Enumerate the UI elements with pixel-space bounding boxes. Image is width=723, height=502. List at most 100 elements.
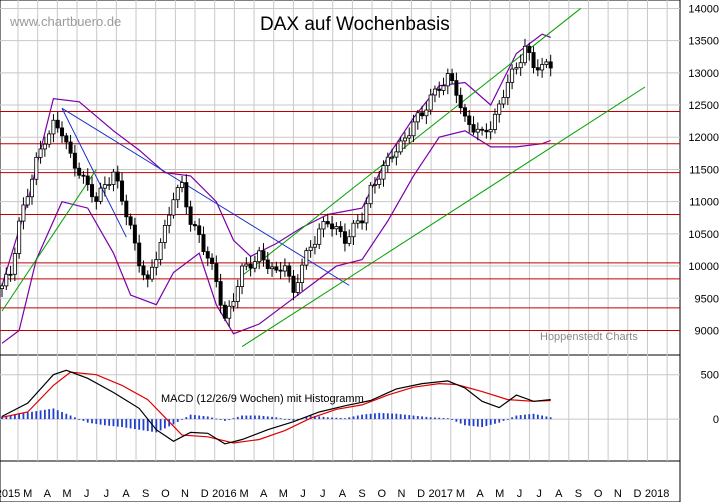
macd-histogram-bar	[108, 419, 111, 426]
candle-body	[47, 133, 52, 145]
candle-body	[351, 222, 356, 238]
macd-histogram-bar	[262, 415, 265, 420]
candle-body	[235, 286, 240, 302]
macd-histogram-bar	[481, 419, 484, 428]
price-y-tick-label: 10500	[688, 229, 719, 241]
candle-body	[94, 196, 99, 202]
candle-body	[325, 221, 330, 225]
macd-histogram-bar	[35, 411, 38, 420]
candle-body	[175, 187, 180, 201]
price-y-tick-label: 11500	[689, 164, 719, 176]
macd-histogram-bar	[185, 417, 188, 420]
macd-histogram-bar	[13, 414, 16, 420]
macd-histogram-bar	[348, 417, 351, 420]
candle-body	[304, 250, 309, 266]
macd-histogram-bar	[121, 419, 123, 428]
macd-histogram-bar	[464, 419, 466, 426]
x-tick-label: D	[633, 488, 641, 500]
candle-body	[428, 94, 433, 111]
candle-body	[270, 266, 275, 270]
candle-body	[111, 171, 116, 185]
candle-body	[167, 214, 172, 226]
candle-body	[381, 165, 386, 180]
macd-histogram-bar	[168, 419, 171, 427]
trendline-up	[1, 169, 97, 312]
x-tick-label: M	[279, 488, 288, 500]
candle-body	[548, 61, 553, 69]
macd-histogram-bar	[176, 419, 179, 422]
macd-histogram-bar	[284, 419, 286, 420]
x-tick-label: A	[122, 488, 130, 500]
candle-body	[540, 64, 545, 71]
candle-body	[42, 143, 47, 150]
x-tick-label: J	[300, 488, 306, 500]
macd-histogram-bar	[279, 418, 282, 420]
macd-histogram-bar	[236, 416, 239, 420]
macd-histogram-bar	[309, 415, 312, 420]
x-axis-labels: 2015MAMJJASOND2016MAMJJASOND2017MAMJJASO…	[0, 488, 669, 500]
macd-histogram-bar	[356, 415, 359, 420]
candle-body	[544, 61, 549, 65]
macd-histogram-bar	[9, 415, 12, 420]
macd-histogram-bar	[254, 415, 256, 420]
macd-histogram-bar	[69, 415, 72, 420]
candle-body	[300, 264, 305, 283]
macd-histogram-bar	[43, 409, 46, 420]
macd-histogram-bar	[215, 418, 218, 420]
price-y-tick-label: 12500	[688, 100, 719, 112]
candle-body	[81, 174, 86, 177]
candle-body	[8, 273, 13, 276]
macd-histogram-bar	[245, 415, 248, 420]
candle-body	[171, 199, 176, 216]
bollinger-bands	[1, 33, 551, 344]
macd-histogram-bar	[258, 415, 261, 420]
candle-body	[257, 250, 262, 263]
bollinger-upper-line	[1, 33, 551, 286]
candle-body	[98, 187, 103, 202]
price-chart-title: DAX auf Wochenbasis	[260, 14, 450, 35]
x-tick-label: J	[84, 488, 90, 500]
candle-body	[274, 266, 279, 271]
macd-histogram-bar	[5, 415, 8, 420]
macd-histogram-bar	[399, 414, 402, 420]
macd-histogram-bar	[352, 416, 355, 420]
macd-histogram-bar	[361, 414, 363, 420]
resistance-lines	[0, 110, 680, 331]
candle-body	[390, 156, 395, 159]
macd-histogram-bar	[112, 419, 115, 427]
x-tick-label: O	[594, 488, 603, 500]
candle-body	[462, 107, 467, 117]
macd-histogram-bar	[99, 419, 102, 425]
macd-histogram-bar	[502, 419, 505, 421]
candle-body	[360, 220, 365, 224]
candle-body	[291, 275, 296, 293]
macd-histogram-bar	[442, 417, 445, 420]
x-tick-label: D	[201, 488, 209, 500]
macd-histogram-bar	[528, 414, 531, 420]
macd-histogram-bar	[219, 419, 222, 420]
macd-histogram-bar	[545, 416, 548, 420]
candle-body	[222, 304, 227, 319]
macd-histogram-bar	[198, 415, 201, 420]
macd-histogram-bar	[365, 414, 368, 420]
candle-body	[377, 178, 382, 185]
macd-histogram-bar	[151, 419, 153, 432]
signal-line	[1, 371, 551, 444]
candle-body	[321, 221, 326, 230]
price-panel-frame	[0, 0, 681, 356]
candle-body	[278, 269, 283, 272]
candles	[0, 38, 553, 327]
macd-histogram-bar	[181, 419, 183, 420]
x-tick-label: M	[495, 488, 504, 500]
macd-histogram-bar	[421, 416, 423, 420]
macd-histogram-bar	[73, 417, 76, 420]
macd-histogram-bar	[451, 419, 453, 420]
macd-histogram-bar	[31, 411, 33, 420]
candle-body	[25, 196, 30, 206]
candle-body	[492, 113, 497, 130]
candle-body	[295, 282, 300, 293]
candle-body	[398, 140, 403, 153]
x-tick-label: J	[320, 488, 326, 500]
macd-histogram-bar	[103, 419, 106, 426]
macd-histogram-bar	[26, 412, 29, 420]
